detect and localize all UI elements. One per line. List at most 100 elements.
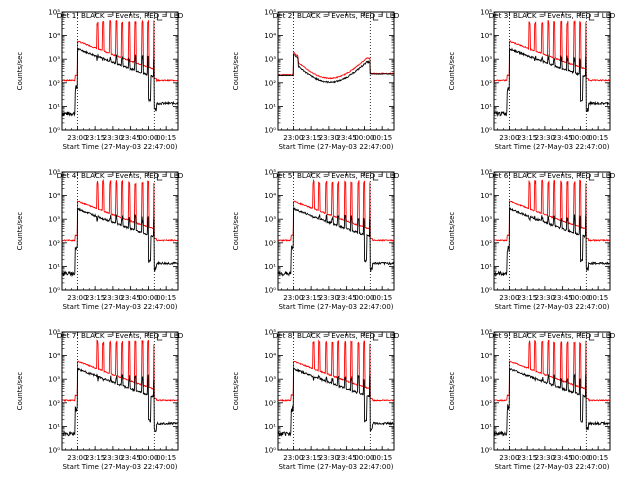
y-tick-label: 10¹: [48, 103, 60, 111]
x-tick-label: 23:30: [535, 454, 555, 462]
y-tick-label: 10⁴: [48, 192, 60, 200]
det-8-panel: 10⁰10¹10²10³10⁴10⁵23:0023:1523:3023:4500…: [232, 329, 400, 472]
x-tick-label: 23:45: [553, 134, 573, 142]
det-7-panel: 10⁰10¹10²10³10⁴10⁵23:0023:1523:3023:4500…: [16, 329, 184, 472]
y-tick-label: 10⁴: [264, 352, 276, 360]
y-tick-label: 10¹: [264, 263, 276, 271]
det-4-panel: 10⁰10¹10²10³10⁴10⁵23:0023:1523:3023:4500…: [16, 169, 184, 312]
x-tick-label: 23:15: [517, 294, 537, 302]
plot-frame: [61, 171, 179, 291]
x-tick-label: 00:00: [138, 294, 158, 302]
series-lld-line: [494, 339, 610, 402]
y-axis-label: Counts/sec: [16, 372, 24, 411]
y-tick-label: 10⁰: [264, 127, 276, 135]
plot-data: [278, 51, 394, 84]
det-6-panel: 10⁰10¹10²10³10⁴10⁵23:0023:1523:3023:4500…: [448, 169, 616, 312]
x-tick-label: 23:00: [283, 454, 303, 462]
x-axis-label: Start Time (27-May-03 22:47:00): [278, 463, 393, 471]
y-axis-label: Counts/sec: [448, 212, 456, 251]
y-tick-label: 10⁵: [264, 169, 276, 177]
x-tick-label: 23:15: [301, 294, 321, 302]
x-tick-label: 00:00: [354, 454, 374, 462]
plot-data: [62, 178, 178, 277]
plot-data: [278, 339, 394, 437]
det-9-panel: 10⁰10¹10²10³10⁴10⁵23:0023:1523:3023:4500…: [448, 329, 616, 472]
det-5-panel: 10⁰10¹10²10³10⁴10⁵23:0023:1523:3023:4500…: [232, 169, 400, 312]
x-tick-label: 23:15: [301, 454, 321, 462]
y-tick-label: 10⁴: [480, 192, 492, 200]
panel-title: Det 1: BLACK = Events, RED = LLD: [57, 11, 184, 20]
y-tick-label: 10³: [264, 216, 276, 224]
series-events-line: [62, 207, 178, 277]
series-lld-line: [278, 51, 394, 80]
x-tick-label: 00:15: [372, 134, 392, 142]
y-tick-label: 10⁴: [264, 32, 276, 40]
y-axis-label: Counts/sec: [16, 52, 24, 91]
det-3-panel: 10⁰10¹10²10³10⁴10⁵23:0023:1523:3023:4500…: [448, 9, 616, 152]
plot-frame: [277, 11, 395, 131]
x-tick-label: 23:30: [535, 294, 555, 302]
panel-title: Det 3: BLACK = Events, RED = LLD: [489, 11, 616, 20]
series-lld-line: [62, 339, 178, 402]
y-tick-label: 10¹: [264, 423, 276, 431]
x-tick-label: 23:00: [283, 134, 303, 142]
y-tick-label: 10²: [264, 239, 276, 247]
x-tick-label: 23:45: [121, 454, 141, 462]
y-tick-label: 10³: [48, 56, 60, 64]
y-tick-label: 10¹: [480, 423, 492, 431]
y-tick-label: 10⁰: [480, 127, 492, 135]
series-events-line: [494, 207, 610, 277]
series-events-line: [278, 54, 394, 84]
plot-frame: [277, 331, 395, 451]
x-tick-label: 23:45: [121, 134, 141, 142]
y-tick-label: 10¹: [48, 263, 60, 271]
y-axis-label: Counts/sec: [232, 52, 240, 91]
end-marker-flag: [156, 14, 163, 21]
plot-data: [278, 178, 394, 277]
plot-frame: [277, 171, 395, 291]
panel-title: Det 7: BLACK = Events, RED = LLD: [57, 331, 184, 340]
y-tick-label: 10¹: [480, 263, 492, 271]
y-tick-label: 10⁵: [264, 329, 276, 337]
x-tick-label: 23:45: [553, 294, 573, 302]
y-tick-label: 10⁴: [48, 352, 60, 360]
x-tick-label: 23:30: [103, 294, 123, 302]
y-tick-label: 10⁵: [480, 9, 492, 17]
x-tick-label: 00:00: [570, 294, 590, 302]
x-tick-label: 23:30: [319, 294, 339, 302]
end-marker-flag: [588, 174, 595, 181]
x-tick-label: 23:15: [301, 134, 321, 142]
y-axis-label: Counts/sec: [232, 372, 240, 411]
y-tick-label: 10²: [480, 399, 492, 407]
y-tick-label: 10³: [264, 376, 276, 384]
y-tick-label: 10²: [48, 399, 60, 407]
plot-data: [494, 339, 610, 437]
plot-data: [494, 179, 610, 277]
series-lld-line: [494, 19, 610, 82]
y-tick-label: 10¹: [480, 103, 492, 111]
plot-frame: [61, 331, 179, 451]
end-marker-flag: [156, 334, 163, 341]
y-tick-label: 10⁰: [480, 287, 492, 295]
panel-title: Det 8: BLACK = Events, RED = LLD: [273, 331, 400, 340]
y-tick-label: 10⁴: [480, 32, 492, 40]
x-tick-label: 00:00: [354, 134, 374, 142]
end-marker-flag: [588, 14, 595, 21]
x-axis-label: Start Time (27-May-03 22:47:00): [62, 143, 177, 151]
plot-frame: [493, 331, 611, 451]
panel-title: Det 2: BLACK = Events, RED = LLD: [273, 11, 400, 20]
x-tick-label: 23:00: [499, 454, 519, 462]
end-marker-flag: [372, 174, 379, 181]
y-tick-label: 10⁵: [48, 329, 60, 337]
x-tick-label: 23:15: [517, 454, 537, 462]
series-lld-line: [494, 179, 610, 242]
y-tick-label: 10²: [48, 79, 60, 87]
x-tick-label: 00:00: [354, 294, 374, 302]
y-tick-label: 10²: [480, 239, 492, 247]
series-events-line: [278, 367, 394, 437]
det-2-panel: 10⁰10¹10²10³10⁴10⁵23:0023:1523:3023:4500…: [232, 9, 400, 152]
x-tick-label: 00:15: [372, 294, 392, 302]
y-axis-label: Counts/sec: [16, 212, 24, 251]
x-tick-label: 23:30: [103, 454, 123, 462]
series-lld-line: [62, 178, 178, 242]
